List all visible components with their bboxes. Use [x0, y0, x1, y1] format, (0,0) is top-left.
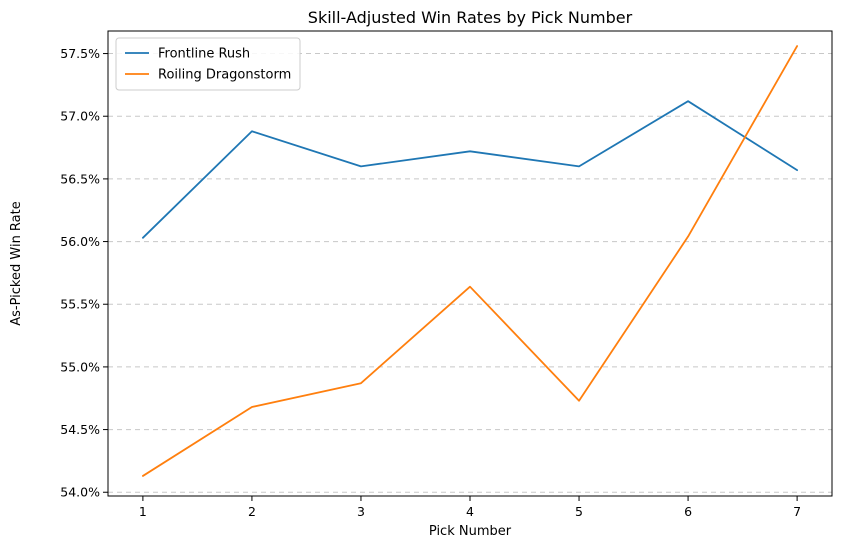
legend-label: Frontline Rush: [158, 47, 250, 62]
x-tick-label: 6: [684, 504, 692, 519]
y-tick-label: 54.0%: [60, 485, 100, 500]
y-tick-label: 56.5%: [60, 171, 100, 186]
y-tick-label: 57.5%: [60, 46, 100, 61]
legend-box: [115, 37, 301, 91]
plot-frame: [107, 30, 833, 497]
y-tick-label: 56.0%: [60, 234, 100, 249]
x-tick-label: 1: [139, 504, 147, 519]
x-axis-label: Pick Number: [429, 524, 512, 539]
y-tick-label: 55.0%: [60, 359, 100, 374]
x-tick-label: 3: [357, 504, 365, 519]
x-tick-label: 5: [575, 504, 583, 519]
y-tick-label: 55.5%: [60, 297, 100, 312]
y-tick-label: 54.5%: [60, 422, 100, 437]
gridlines: [108, 53, 832, 493]
legend-label: Roiling Dragonstorm: [158, 68, 291, 83]
legend: Frontline Rush Roiling Dragonstorm: [115, 37, 301, 91]
y-tick-label: 57.0%: [60, 109, 100, 124]
x-tick-label: 4: [466, 504, 474, 519]
x-tick-label: 2: [248, 504, 256, 519]
series-line-roiling-dragonstorm: [141, 45, 799, 477]
series-lines: [141, 45, 799, 477]
series-line-frontline-rush: [141, 100, 799, 239]
chart-title: Skill-Adjusted Win Rates by Pick Number: [308, 8, 633, 27]
y-axis-label: As-Picked Win Rate: [9, 201, 24, 325]
axis-ticks: 54.0% 54.5% 55.0% 55.5% 56.0% 56.5% 57.0% 57.5%…: [60, 46, 801, 519]
x-tick-label: 7: [793, 504, 801, 519]
